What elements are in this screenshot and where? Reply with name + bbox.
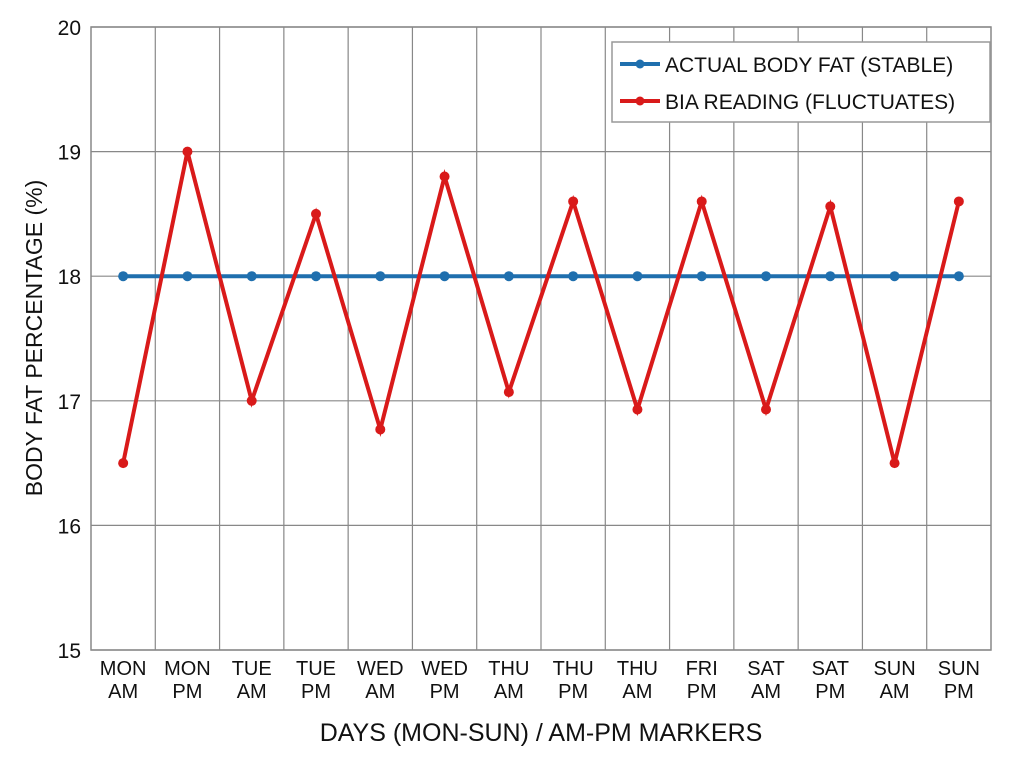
x-tick-label: AM [365, 681, 395, 703]
x-tick-label: TUE [296, 658, 336, 680]
x-tick-label: SUN [873, 658, 915, 680]
data-point-1-7 [568, 196, 579, 207]
x-tick-label: WED [421, 658, 468, 680]
y-tick-label: 20 [58, 17, 81, 40]
data-point-0-6 [503, 271, 514, 282]
x-axis-label: DAYS (MON-SUN) / AM-PM MARKERS [320, 719, 763, 747]
y-tick-label: 17 [58, 391, 81, 414]
x-tick-label: SAT [812, 658, 849, 680]
x-tick-label: SUN [938, 658, 980, 680]
y-axis-ticks: 15 16 17 18 19 20 [58, 17, 81, 663]
x-tick-label: PM [301, 681, 331, 703]
data-point-1-4 [375, 424, 386, 435]
x-tick-label: PM [815, 681, 845, 703]
data-point-0-5 [439, 271, 450, 282]
data-point-0-3 [311, 271, 321, 282]
data-point-1-13 [953, 196, 964, 207]
legend-label-bia: BIA READING (FLUCTUATES) [665, 91, 955, 114]
x-tick-label: WED [357, 658, 404, 680]
x-tick-label: SAT [747, 658, 784, 680]
series-line-1 [121, 151, 961, 464]
x-tick-label: AM [751, 681, 781, 703]
data-point-1-2 [246, 395, 257, 406]
x-tick-label: AM [108, 681, 138, 703]
data-point-0-11 [825, 271, 836, 282]
grid [90, 26, 992, 651]
data-point-1-3 [311, 208, 321, 219]
data-point-0-9 [696, 271, 707, 282]
x-tick-label: AM [622, 681, 652, 703]
x-tick-label: THU [488, 658, 529, 680]
data-point-0-1 [182, 271, 193, 282]
legend: ACTUAL BODY FAT (STABLE) BIA READING (FL… [611, 41, 991, 123]
data-point-0-7 [568, 271, 579, 282]
data-point-1-0 [118, 458, 129, 469]
y-axis-label: BODY FAT PERCENTAGE (%) [21, 180, 47, 497]
x-tick-label: THU [617, 658, 658, 680]
data-point-0-8 [632, 271, 643, 282]
x-tick-label: PM [172, 681, 202, 703]
y-tick-label: 19 [58, 142, 81, 165]
x-tick-label: AM [237, 681, 267, 703]
data-point-1-9 [696, 196, 707, 207]
legend-label-actual: ACTUAL BODY FAT (STABLE) [665, 54, 953, 77]
x-tick-label: PM [944, 681, 974, 703]
x-axis-ticks: MONAMMONPMTUEAMTUEPMWEDAMWEDPMTHUAMTHUPM… [100, 658, 980, 703]
data-point-0-10 [761, 271, 771, 282]
x-tick-label: AM [494, 681, 524, 703]
x-tick-label: THU [553, 658, 594, 680]
data-point-1-5 [439, 171, 450, 182]
data-point-1-8 [632, 404, 643, 415]
x-tick-label: PM [430, 681, 460, 703]
x-tick-label: MON [164, 658, 211, 680]
data-point-1-12 [889, 458, 900, 469]
data-point-1-10 [761, 404, 771, 415]
y-tick-label: 18 [58, 266, 81, 289]
y-tick-label: 15 [58, 640, 81, 663]
data-point-0-12 [889, 271, 900, 282]
data-point-0-4 [375, 271, 386, 282]
data-point-0-13 [953, 271, 964, 282]
x-tick-label: MON [100, 658, 147, 680]
series-lines [118, 146, 964, 469]
x-tick-label: AM [880, 681, 910, 703]
x-tick-label: FRI [686, 658, 718, 680]
data-point-1-11 [825, 201, 836, 212]
x-tick-label: PM [687, 681, 717, 703]
x-tick-label: TUE [232, 658, 272, 680]
data-point-0-0 [118, 271, 129, 282]
x-tick-label: PM [558, 681, 588, 703]
y-tick-label: 16 [58, 515, 81, 538]
data-point-1-6 [503, 387, 514, 398]
data-point-0-2 [246, 271, 257, 282]
data-point-1-1 [182, 146, 193, 157]
